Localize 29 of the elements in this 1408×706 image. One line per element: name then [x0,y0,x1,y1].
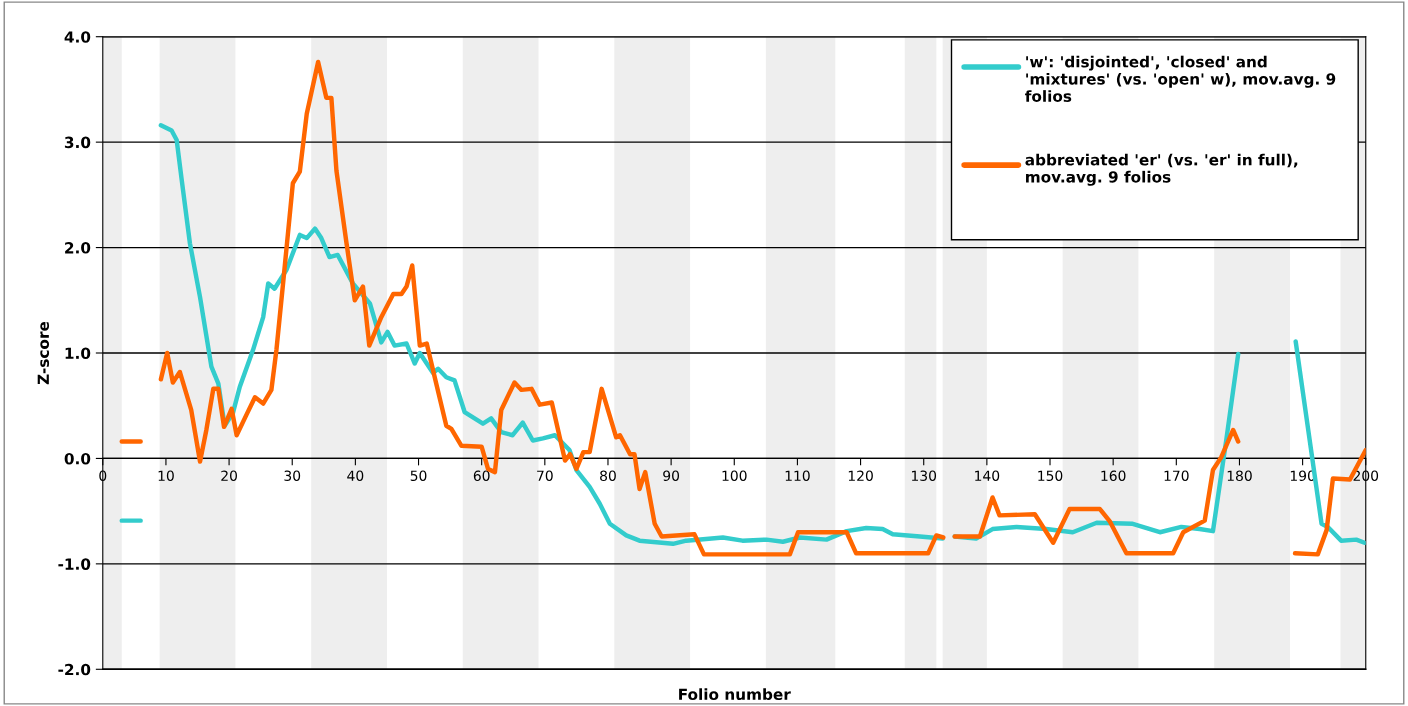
y-tick-label: 3.0 [64,136,91,149]
x-tick-label: 180 [1227,470,1252,481]
x-tick-label: 110 [785,470,810,481]
x-tick-label: 10 [158,470,174,481]
x-tick-label: 70 [537,470,553,481]
y-tick-label: 0.0 [64,452,91,465]
x-tick-label: 60 [473,470,490,481]
x-tick-label: 90 [663,470,680,481]
y-tick-label: -2.0 [58,663,91,676]
legend-label: 'w': 'disjointed', 'closed' and 'mixtures' (vs. 'open' w), mov.avg. 9 folios [1025,55,1336,102]
x-axis-title: Folio number [679,688,791,701]
legend-label: abbreviated 'er' (vs. 'er' in full), mov.avg. 9 folios [1025,153,1298,186]
y-tick-label: -1.0 [58,558,91,570]
x-tick-label: 40 [347,470,364,481]
x-tick-label: 150 [1038,470,1063,481]
x-tick-label: 20 [221,470,237,481]
x-tick-label: 30 [284,470,301,481]
x-tick-label: 50 [410,470,427,481]
y-tick-label: 4.0 [64,31,91,43]
y-axis-title: Z-score [37,321,50,385]
x-tick-label: 80 [600,470,616,481]
x-tick-label: 120 [848,470,873,481]
x-tick-label: 100 [722,470,747,481]
y-tick-label: 2.0 [65,242,91,254]
x-tick-label: 140 [975,470,1000,481]
x-tick-label: 160 [1101,470,1126,481]
x-tick-label: 170 [1164,470,1189,481]
y-tick-label: 1.0 [65,347,91,360]
x-tick-label: 130 [911,470,937,481]
